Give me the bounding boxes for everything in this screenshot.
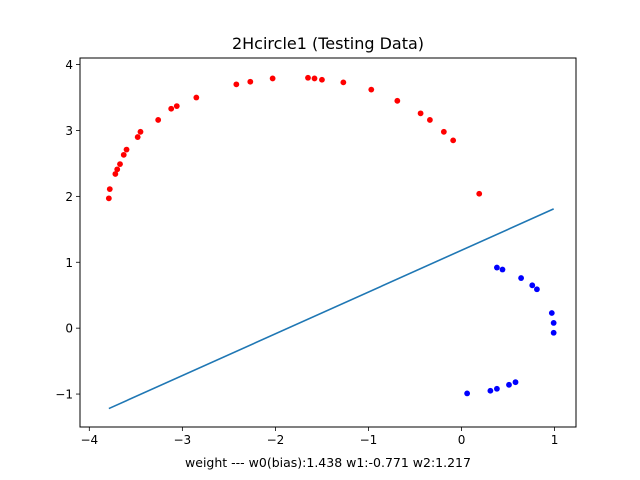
data-point-red [117, 161, 123, 167]
chart-title: 2Hcircle1 (Testing Data) [232, 34, 424, 53]
data-point-red [168, 105, 175, 112]
data-point-red [311, 75, 318, 82]
data-point-red [114, 166, 121, 173]
data-point-red [269, 75, 276, 82]
y-tick-label: 4 [65, 58, 73, 72]
data-point-blue [494, 385, 500, 392]
data-point-red [123, 146, 130, 153]
data-point-blue [494, 264, 500, 271]
data-point-red [247, 78, 254, 85]
data-point-red [476, 190, 483, 197]
data-point-red [173, 103, 180, 110]
data-point-red [394, 97, 401, 104]
data-point-red [319, 76, 325, 83]
data-point-blue [548, 310, 555, 316]
decision-boundary-line [108, 208, 554, 410]
data-point-blue [534, 286, 540, 293]
x-axis-label: weight --- w0(bias):1.438 w1:-0.771 w2:1… [185, 455, 471, 470]
data-point-red [440, 128, 447, 135]
data-point-red [134, 134, 141, 140]
data-point-red [155, 117, 162, 123]
data-point-red [450, 137, 457, 144]
data-point-red [105, 195, 112, 202]
x-tick-label: −4 [80, 433, 98, 447]
data-point-red [112, 171, 119, 177]
y-tick-label: 3 [65, 124, 73, 138]
data-point-red [137, 128, 144, 135]
plot-area [105, 74, 557, 410]
y-tick-label: 1 [65, 256, 73, 270]
data-point-red [120, 151, 127, 158]
data-point-blue [506, 381, 512, 388]
data-point-blue [464, 390, 471, 397]
data-point-red [368, 86, 375, 93]
data-point-blue [512, 379, 519, 386]
y-tick-label: 0 [65, 322, 73, 336]
data-point-blue [550, 329, 557, 336]
data-point-blue [518, 275, 524, 281]
x-tick-label: −2 [267, 433, 285, 447]
x-tick-label: 0 [458, 433, 466, 447]
data-point-red [106, 186, 113, 193]
data-point-red [193, 94, 200, 101]
data-point-red [233, 81, 240, 88]
data-point-red [305, 74, 311, 81]
data-point-red [426, 117, 433, 123]
x-tick-label: −3 [174, 433, 192, 447]
x-tick-label: 1 [551, 433, 559, 447]
data-point-blue [550, 319, 557, 326]
data-point-red [417, 110, 424, 117]
y-tick-label: 2 [65, 190, 73, 204]
data-point-blue [529, 282, 536, 289]
data-point-red [340, 79, 347, 86]
x-tick-label: −1 [360, 433, 378, 447]
axes-frame [79, 57, 577, 428]
data-point-blue [487, 387, 494, 394]
data-point-blue [499, 266, 506, 273]
y-tick-label: −1 [55, 388, 73, 402]
